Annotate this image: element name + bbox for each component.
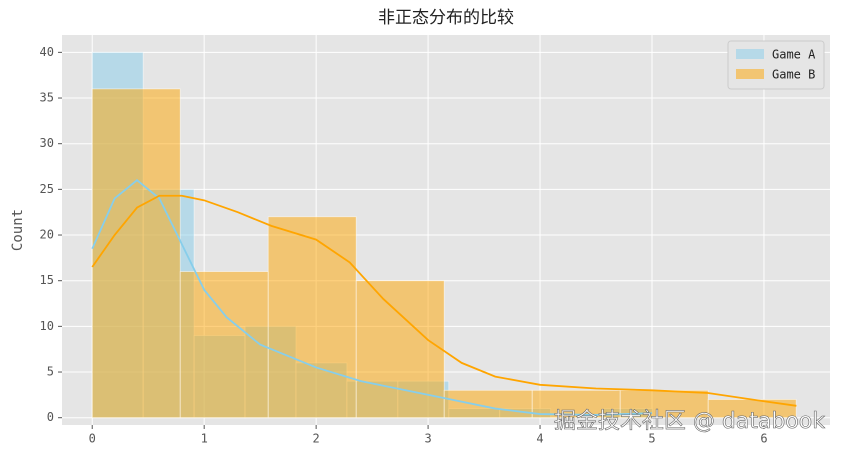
y-axis-label: Count bbox=[10, 209, 26, 251]
kde-line bbox=[91, 179, 653, 416]
x-tick-label: 2 bbox=[313, 432, 320, 446]
y-tick-label: 0 bbox=[47, 410, 54, 424]
bar bbox=[179, 271, 269, 419]
y-tick-label: 5 bbox=[47, 365, 54, 379]
y-tick-label: 40 bbox=[40, 45, 54, 59]
x-tick-label: 1 bbox=[201, 432, 208, 446]
y-tick-label: 30 bbox=[40, 136, 54, 150]
bar bbox=[91, 88, 181, 419]
legend: Game A Game B bbox=[727, 40, 825, 90]
kde-line bbox=[91, 194, 797, 407]
legend-swatch bbox=[736, 49, 764, 59]
x-tick-label: 3 bbox=[424, 432, 431, 446]
x-tick-label: 0 bbox=[89, 432, 96, 446]
x-tick-label: 6 bbox=[760, 432, 767, 446]
bar bbox=[443, 389, 533, 419]
chart-title: 非正态分布的比较 bbox=[378, 8, 514, 28]
y-tick-label: 35 bbox=[40, 91, 54, 105]
x-tick-label: 4 bbox=[536, 432, 543, 446]
y-tick-label: 15 bbox=[40, 273, 54, 287]
bar bbox=[531, 389, 621, 419]
x-tick-label: 5 bbox=[648, 432, 655, 446]
bar bbox=[355, 280, 445, 419]
legend-swatch bbox=[736, 69, 764, 79]
legend-label: Game B bbox=[772, 68, 815, 82]
legend-label: Game A bbox=[772, 48, 816, 62]
y-tick-label: 20 bbox=[40, 228, 54, 242]
y-tick-label: 10 bbox=[40, 319, 54, 333]
bar bbox=[267, 216, 357, 419]
y-tick-label: 25 bbox=[40, 182, 54, 196]
kde-lines bbox=[91, 179, 797, 416]
watermark: 掘金技术社区 @ databook bbox=[554, 409, 825, 434]
